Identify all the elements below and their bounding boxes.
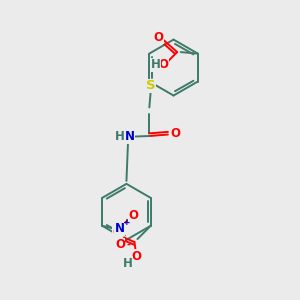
Text: +: + — [123, 218, 130, 227]
Text: H: H — [115, 130, 125, 143]
Text: H: H — [123, 257, 133, 270]
Text: O: O — [170, 127, 180, 140]
Text: -: - — [126, 240, 130, 250]
Text: O: O — [158, 58, 168, 71]
Text: H: H — [151, 58, 160, 71]
Text: O: O — [128, 209, 138, 222]
Text: O: O — [154, 31, 164, 44]
Text: N: N — [115, 222, 124, 235]
Text: S: S — [146, 80, 156, 92]
Text: N: N — [124, 130, 135, 143]
Text: O: O — [131, 250, 141, 262]
Text: O: O — [113, 226, 123, 239]
Text: O: O — [115, 238, 125, 251]
